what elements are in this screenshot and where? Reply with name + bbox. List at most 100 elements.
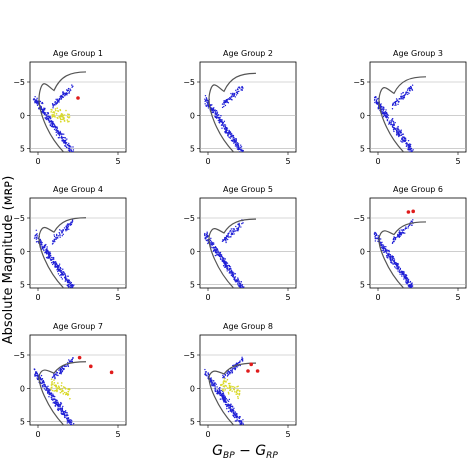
star-point bbox=[223, 101, 225, 103]
main-sequence-stars bbox=[204, 356, 244, 428]
star-point bbox=[393, 259, 396, 261]
star-point bbox=[71, 420, 73, 422]
star-point bbox=[242, 419, 244, 421]
star-point bbox=[411, 290, 412, 291]
star-point bbox=[234, 96, 237, 98]
star-point bbox=[231, 139, 233, 142]
star-point bbox=[223, 380, 226, 383]
star-point bbox=[393, 237, 395, 240]
star-point bbox=[58, 269, 60, 271]
star-point bbox=[55, 233, 58, 236]
star-point bbox=[385, 249, 387, 251]
star-point bbox=[33, 98, 35, 100]
red-star-point bbox=[249, 362, 253, 367]
star-point bbox=[213, 380, 215, 382]
star-point bbox=[50, 384, 53, 386]
star-point bbox=[63, 136, 65, 139]
star-point bbox=[223, 260, 225, 263]
star-point bbox=[241, 427, 242, 428]
star-point bbox=[242, 422, 244, 424]
star-point bbox=[242, 222, 244, 224]
star-point bbox=[216, 248, 219, 251]
star-point bbox=[407, 227, 409, 229]
star-point bbox=[410, 86, 413, 89]
star-point bbox=[402, 98, 404, 100]
star-point bbox=[67, 225, 70, 227]
star-point bbox=[61, 274, 63, 276]
star-point bbox=[65, 392, 68, 394]
star-point bbox=[51, 380, 53, 383]
star-point bbox=[239, 289, 240, 290]
x-axis-label-sub2: RP bbox=[266, 451, 278, 461]
star-point bbox=[390, 122, 392, 124]
star-point bbox=[54, 237, 57, 239]
star-point bbox=[59, 114, 62, 117]
star-point bbox=[241, 149, 243, 152]
star-point bbox=[242, 87, 244, 89]
star-point bbox=[225, 385, 228, 387]
star-point bbox=[63, 133, 65, 135]
star-point bbox=[225, 237, 228, 240]
star-point bbox=[43, 381, 45, 383]
star-point bbox=[392, 120, 395, 123]
star-point bbox=[239, 151, 241, 152]
red-star-point bbox=[255, 369, 260, 373]
star-point bbox=[236, 227, 238, 230]
star-point bbox=[385, 112, 388, 115]
star-point bbox=[42, 247, 45, 249]
star-point bbox=[58, 386, 61, 389]
star-point bbox=[42, 110, 44, 112]
star-point bbox=[211, 379, 213, 381]
star-point bbox=[55, 131, 57, 134]
star-point bbox=[219, 392, 221, 394]
y-tick-label: 0 bbox=[360, 247, 365, 256]
star-point bbox=[37, 104, 39, 106]
star-point bbox=[394, 102, 397, 105]
star-point bbox=[49, 116, 52, 118]
star-point bbox=[235, 89, 237, 92]
star-point bbox=[398, 271, 401, 273]
star-point bbox=[66, 225, 68, 227]
star-point bbox=[229, 404, 231, 407]
star-point bbox=[397, 125, 399, 128]
star-point bbox=[404, 276, 407, 279]
star-point bbox=[216, 112, 218, 115]
star-point bbox=[225, 240, 227, 242]
panel-frame bbox=[369, 61, 467, 153]
star-point bbox=[70, 288, 71, 289]
star-point bbox=[36, 233, 38, 235]
star-point bbox=[411, 284, 413, 286]
star-point bbox=[399, 232, 402, 234]
star-point bbox=[40, 106, 43, 108]
star-point bbox=[375, 233, 378, 236]
star-point bbox=[386, 256, 388, 258]
star-point bbox=[63, 92, 65, 94]
star-point bbox=[396, 131, 398, 134]
star-point bbox=[68, 92, 70, 94]
star-point bbox=[54, 102, 56, 104]
star-point bbox=[387, 257, 389, 259]
y-axis-label: Absolute Magnitude (ᴍʀᴘ) bbox=[1, 176, 16, 345]
star-point bbox=[223, 401, 225, 403]
star-point bbox=[71, 288, 72, 289]
star-point bbox=[54, 405, 57, 407]
star-point bbox=[380, 105, 383, 108]
star-point bbox=[400, 229, 402, 231]
star-point bbox=[215, 252, 217, 254]
star-point bbox=[55, 384, 57, 387]
star-point bbox=[401, 229, 404, 231]
star-point bbox=[65, 143, 67, 145]
main-sequence-stars bbox=[33, 218, 75, 289]
star-point bbox=[216, 389, 218, 391]
star-point bbox=[233, 414, 236, 416]
star-point bbox=[384, 247, 386, 250]
panel-1: Age Group 1 −5 0 5 0 5 bbox=[13, 49, 127, 166]
star-point bbox=[48, 257, 50, 259]
star-point bbox=[46, 253, 48, 255]
star-point bbox=[227, 374, 229, 376]
star-point bbox=[62, 368, 65, 371]
star-point bbox=[52, 393, 54, 395]
star-point bbox=[241, 289, 242, 290]
star-point bbox=[224, 395, 226, 398]
star-point bbox=[50, 111, 52, 113]
